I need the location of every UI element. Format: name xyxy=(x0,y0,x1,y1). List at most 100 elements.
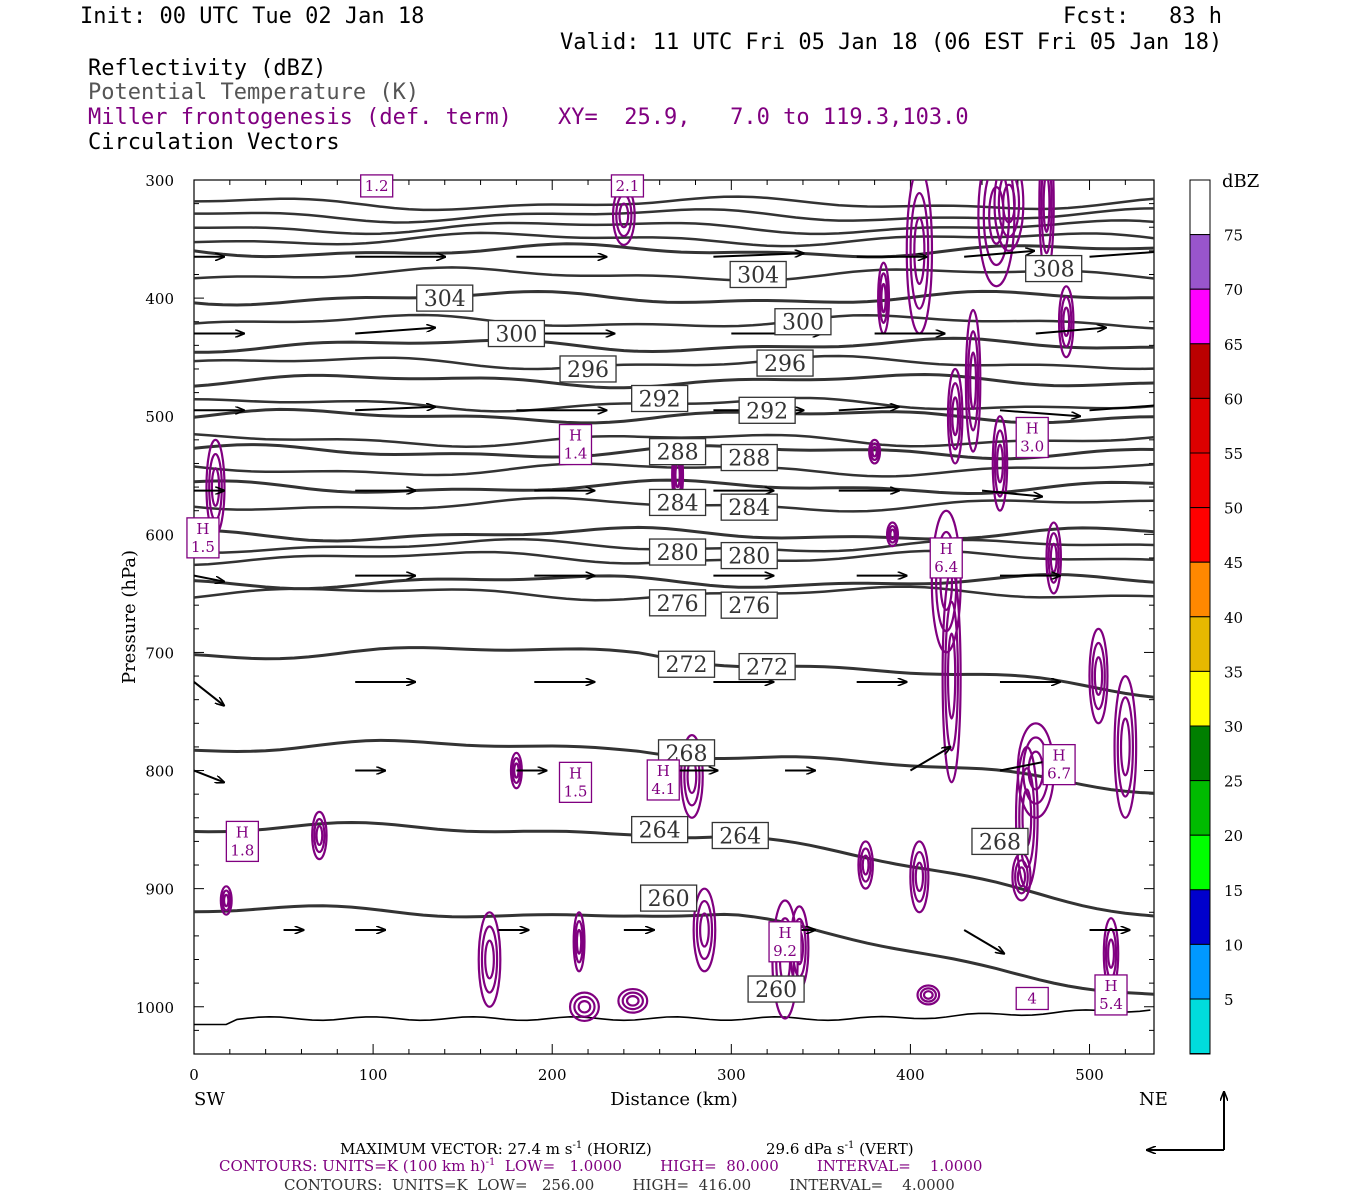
theta-contour-label: 304 xyxy=(416,284,474,312)
frontogenesis-contour xyxy=(680,734,704,819)
colorbar-segment xyxy=(1189,889,1211,945)
frontogenesis-contour xyxy=(574,920,584,964)
theta-contour-label: 276 xyxy=(648,589,707,617)
frontogenesis-contour xyxy=(964,308,982,453)
svg-text:276: 276 xyxy=(728,594,770,619)
frontogenesis-contour xyxy=(572,911,586,973)
svg-text:296: 296 xyxy=(764,352,806,377)
frontogenesis-max-label: H1.5 xyxy=(186,517,220,559)
theta-contour-label: 300 xyxy=(774,308,832,336)
y-tick-label: 1000 xyxy=(136,999,174,1017)
frontogenesis-max-label: 2.1 xyxy=(610,174,645,198)
frontogenesis-contour xyxy=(573,995,596,1018)
ne-label: NE xyxy=(1139,1089,1168,1110)
frontogenesis-contour xyxy=(966,330,980,432)
svg-text:280: 280 xyxy=(728,545,770,570)
theta-contour-label: 308 xyxy=(1025,254,1083,283)
frontogenesis-contour xyxy=(914,861,925,893)
svg-text:284: 284 xyxy=(657,491,699,516)
frontogenesis-contour xyxy=(313,817,326,854)
frontogenesis-max-label: 4 xyxy=(1015,986,1049,1011)
y-tick-label: 500 xyxy=(145,408,174,426)
theta-contour-label: 288 xyxy=(648,437,707,466)
svg-text:5.4: 5.4 xyxy=(1099,995,1123,1013)
frontogenesis-max-label: 1.2 xyxy=(360,174,394,198)
circulation-vector xyxy=(964,251,1034,258)
theta-contour-label: 300 xyxy=(487,319,546,348)
theta-contour-line xyxy=(194,266,1154,283)
svg-text:288: 288 xyxy=(728,447,770,472)
circulation-vector xyxy=(909,747,950,772)
colorbar-segment xyxy=(1189,780,1211,836)
frontogenesis-contour xyxy=(911,850,927,903)
theta-contour-line xyxy=(194,354,1154,371)
max-vector-text: MAXIMUM VECTOR: 27.4 m s-1 (HORIZ) xyxy=(340,1140,652,1158)
svg-text:272: 272 xyxy=(746,656,788,681)
colorbar-segment xyxy=(1189,343,1211,399)
field-theta-label: Potential Temperature (K) xyxy=(88,80,420,105)
frontogenesis-contour xyxy=(1091,641,1106,711)
frontogenesis-contour xyxy=(1057,285,1075,359)
colorbar-unit: dBZ xyxy=(1222,171,1259,192)
colorbar-label: 75 xyxy=(1224,227,1243,245)
frontogenesis-contour xyxy=(692,887,717,973)
svg-text:272: 272 xyxy=(666,653,708,678)
colorbar-segment xyxy=(1189,234,1211,290)
colorbar-segment xyxy=(1189,288,1211,345)
svg-text:292: 292 xyxy=(639,388,681,413)
x-tick-label: 500 xyxy=(1075,1066,1104,1084)
svg-text:288: 288 xyxy=(657,441,699,466)
frontogenesis-contour xyxy=(484,939,495,980)
circulation-vector xyxy=(355,328,435,335)
svg-text:H: H xyxy=(1053,747,1066,765)
x-tick-labels: 0 100 200 300 400 500 xyxy=(189,1066,1104,1084)
theta-contour-label: 276 xyxy=(720,591,778,619)
svg-text:1.5: 1.5 xyxy=(564,782,588,800)
frontogenesis-max-label: H6.4 xyxy=(929,537,963,579)
frontogenesis-contour xyxy=(1014,859,1029,895)
colorbar-segment xyxy=(1189,616,1211,672)
svg-text:280: 280 xyxy=(657,541,699,566)
theta-contour-label: 284 xyxy=(648,488,707,516)
theta-contour-label: 292 xyxy=(738,396,796,424)
frontogenesis-contour xyxy=(1157,990,1165,1023)
theta-contour-label: 296 xyxy=(559,355,617,383)
colorbar-label: 10 xyxy=(1224,936,1243,954)
svg-text:276: 276 xyxy=(657,592,699,617)
frontogenesis-contour xyxy=(311,810,328,861)
colorbar-segment xyxy=(1189,670,1211,727)
circulation-vector xyxy=(713,253,803,258)
colorbar-segment xyxy=(1189,561,1211,618)
frontogenesis-max-label: H3.0 xyxy=(1015,416,1049,459)
frontogenesis-contour xyxy=(222,893,230,908)
circulation-vector xyxy=(194,769,224,783)
frontogenesis-contour xyxy=(909,840,930,914)
y-tick-label: 900 xyxy=(145,881,174,899)
frontogenesis-contour xyxy=(617,987,649,1014)
frontogenesis-contour xyxy=(1042,180,1051,234)
colorbar-label: 40 xyxy=(1224,609,1243,627)
frontogenesis-contour xyxy=(621,991,644,1011)
svg-text:4.1: 4.1 xyxy=(651,780,675,798)
frontogenesis-contour xyxy=(695,899,714,960)
init-time: Init: 00 UTC Tue 02 Jan 18 xyxy=(80,4,425,29)
circulation-vector xyxy=(1089,251,1154,258)
svg-text:6.7: 6.7 xyxy=(1047,765,1071,783)
colorbar-label: 50 xyxy=(1224,500,1243,518)
circulation-vector xyxy=(963,929,1004,954)
x-tick-label: 200 xyxy=(538,1066,567,1084)
svg-text:H: H xyxy=(1026,419,1039,437)
max-vertical-text: 29.6 dPa s-1 (VERT) xyxy=(766,1140,914,1158)
colorbar-segment xyxy=(1189,397,1211,454)
frontogenesis-contour xyxy=(1088,627,1109,725)
frontogenesis-contour xyxy=(577,999,592,1014)
frontogenesis-contour xyxy=(995,443,1004,484)
frontogenesis-contour xyxy=(221,889,232,912)
svg-text:H: H xyxy=(196,520,209,538)
frontogenesis-max-label: H4.1 xyxy=(646,759,680,801)
frontogenesis-contour xyxy=(889,528,896,541)
frontogenesis-contour xyxy=(871,445,878,458)
theta-contour-label: 272 xyxy=(738,652,796,681)
theta-contour-label: 304 xyxy=(729,260,787,288)
y-tick-label: 800 xyxy=(145,763,174,781)
